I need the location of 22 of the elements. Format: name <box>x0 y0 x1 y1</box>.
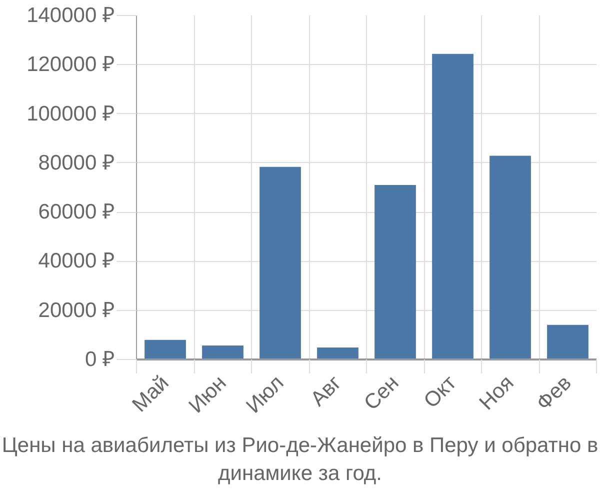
bar <box>317 347 358 360</box>
y-tick-label: 0 ₽ <box>84 348 114 371</box>
y-tick-label: 120000 ₽ <box>26 53 115 76</box>
bar <box>490 156 531 360</box>
bar <box>260 166 301 360</box>
x-tick-label: Окт <box>420 371 462 413</box>
x-tick-label: Авг <box>306 371 346 411</box>
bar <box>547 324 588 360</box>
bar <box>432 54 474 360</box>
bar <box>202 345 244 360</box>
x-tick-label: Ноя <box>475 371 518 415</box>
y-tick-label: 40000 ₽ <box>38 250 115 273</box>
bar <box>144 340 186 360</box>
text: Цены на авиабилеты из Рио-де-Жанейро в Перу и обратно в динамике за год. <box>0 433 600 487</box>
y-tick-label: 60000 ₽ <box>38 200 115 224</box>
x-tick-label: Сен <box>360 371 404 415</box>
x-tick-label: Фев <box>532 371 576 416</box>
y-tick-label: 100000 ₽ <box>26 102 115 126</box>
bar <box>374 185 416 360</box>
y-tick-label: 140000 ₽ <box>26 4 115 27</box>
y-tick-label: 80000 ₽ <box>38 151 115 174</box>
y-tick-label: 20000 ₽ <box>38 298 115 322</box>
